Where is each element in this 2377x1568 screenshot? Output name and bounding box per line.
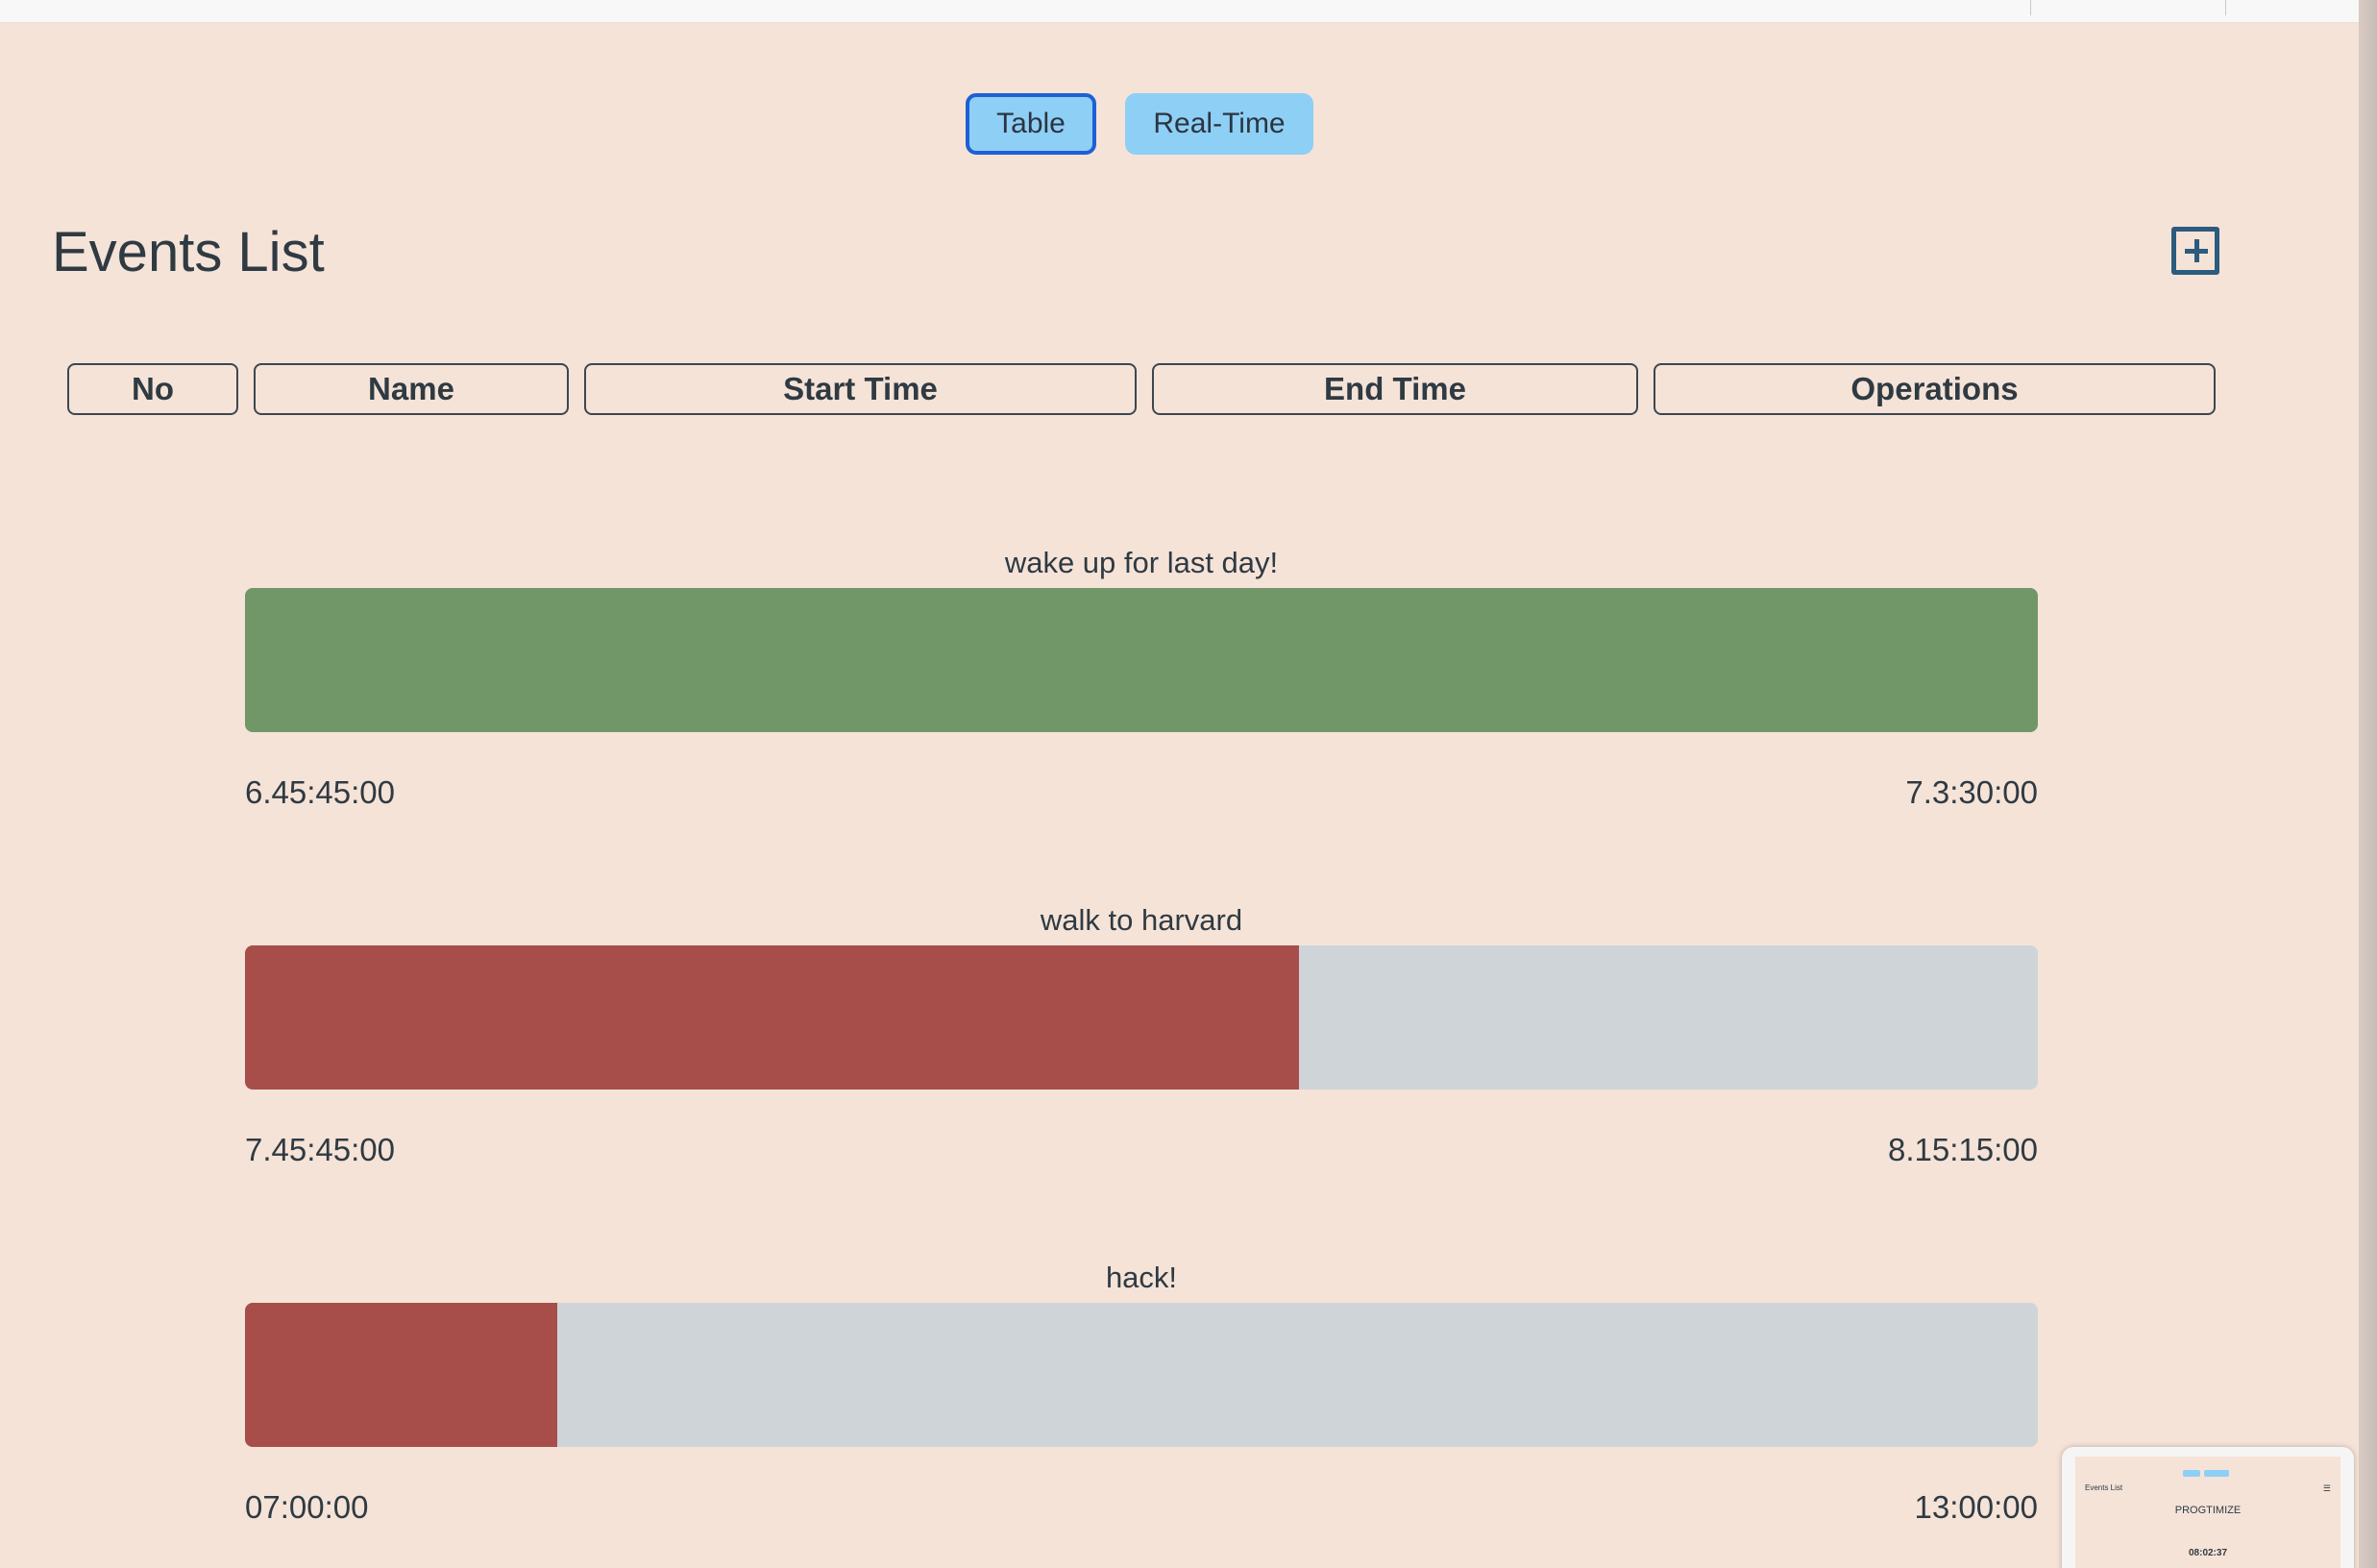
hamburger-icon: ☰ [2322, 1483, 2331, 1493]
event-end-time: 13:00:00 [1914, 1489, 2038, 1525]
event-item: walk to harvard 7.45:45:00 8.15:15:00 [245, 901, 2038, 1168]
view-toggle: Table Real-Time [966, 93, 1313, 155]
toolbar-divider [2225, 0, 2226, 15]
toolbar-divider [2030, 0, 2031, 15]
event-end-time: 7.3:30:00 [1905, 774, 2038, 810]
event-name: walk to harvard [1040, 903, 1243, 937]
event-item: wake up for last day! 6.45:45:00 7.3:30:… [245, 544, 2038, 811]
preview-realtime-button [2204, 1470, 2229, 1477]
add-event-button[interactable] [2171, 227, 2219, 275]
table-view-button[interactable]: Table [966, 93, 1096, 155]
event-name: hack! [1105, 1261, 1178, 1294]
preview-brand: PROGTIMIZE [2174, 1505, 2242, 1516]
event-progress-bar [245, 588, 2038, 732]
header-start-time[interactable]: Start Time [584, 363, 1137, 415]
header-operations[interactable]: Operations [1654, 363, 2216, 415]
browser-top-bar [0, 0, 2359, 23]
event-start-time: 6.45:45:00 [245, 774, 395, 810]
page-title: Events List [52, 221, 325, 283]
event-name: wake up for last day! [1004, 546, 1279, 579]
preview-table-button [2183, 1470, 2200, 1477]
event-progress-fill [245, 1303, 557, 1447]
event-progress-fill [245, 945, 1300, 1090]
event-end-time: 8.15:15:00 [1888, 1132, 2038, 1167]
preview-page: Events List ☰ PROGTIMIZE 08:02:37 [2075, 1457, 2340, 1568]
event-progress-bar [245, 1303, 2038, 1447]
preview-view-toggle [2183, 1470, 2229, 1477]
event-start-time: 07:00:00 [245, 1489, 369, 1525]
window-edge [2359, 0, 2377, 1568]
picture-in-picture-preview[interactable]: Events List ☰ PROGTIMIZE 08:02:37 [2062, 1447, 2354, 1568]
event-start-time: 7.45:45:00 [245, 1132, 395, 1167]
preview-clock: 08:02:37 [2188, 1548, 2228, 1558]
header-no[interactable]: No [67, 363, 238, 415]
preview-title: Events List [2085, 1483, 2123, 1492]
header-end-time[interactable]: End Time [1152, 363, 1638, 415]
event-item: hack! 07:00:00 13:00:00 [245, 1259, 2038, 1526]
event-progress-fill [245, 588, 2038, 732]
realtime-view-button[interactable]: Real-Time [1125, 93, 1313, 155]
header-name[interactable]: Name [254, 363, 569, 415]
event-progress-bar [245, 945, 2038, 1090]
